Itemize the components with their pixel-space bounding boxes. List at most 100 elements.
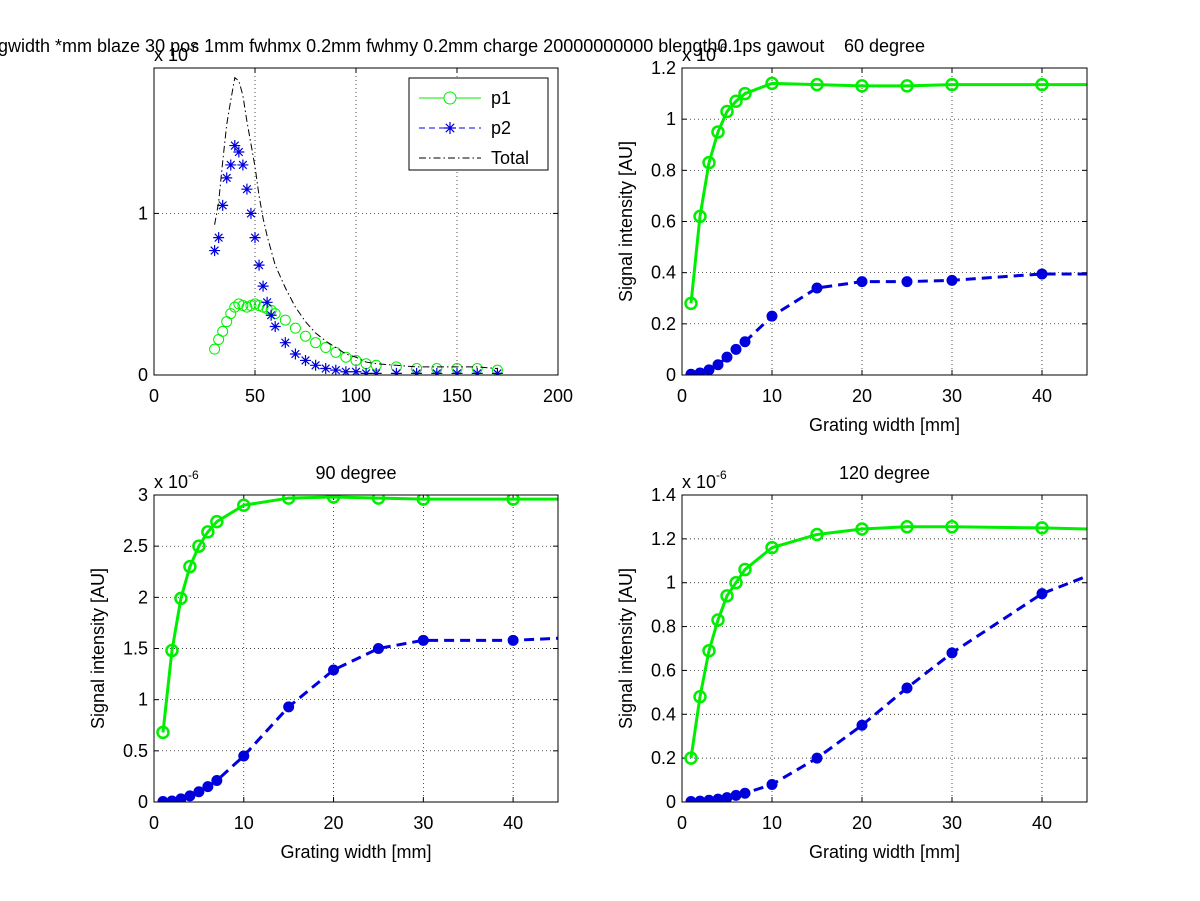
chart-panel-3: 0 10 20 30 40 0 0.5 1 1.5 2 2.5 3 Grating width [mm]…: [88, 463, 559, 862]
x-tick-label: 50: [245, 386, 265, 406]
series-p2-point: [372, 643, 384, 654]
y-axis-label: Signal intensity [AU]: [88, 568, 108, 729]
series-p1-point: [945, 520, 959, 534]
series-p2-point: [856, 719, 868, 731]
series-p1-point: [210, 514, 224, 529]
series-p2-point: [856, 276, 868, 288]
y-tick-label: 0.8: [651, 617, 676, 637]
series-p1-point: [174, 591, 188, 606]
y-tick-label: 1: [138, 203, 148, 223]
series-p1-point: [729, 575, 743, 590]
x-tick-label: 0: [149, 386, 159, 406]
series-p1-point: [702, 155, 716, 170]
y-tick-label: 2: [138, 587, 148, 607]
series-p1-point: [810, 77, 824, 92]
series-p2-point: [202, 781, 214, 793]
series-p1-point: [765, 76, 779, 91]
series-p1-point: [340, 351, 352, 363]
x-tick-label: 10: [762, 813, 782, 833]
y-tick-label: 3: [138, 485, 148, 505]
series-p1-point: [693, 209, 707, 224]
y-tick-label: 1.4: [651, 485, 676, 505]
series-p1-point: [310, 337, 322, 349]
series-p2-point: [417, 634, 429, 646]
x-tick-label: 30: [942, 813, 962, 833]
plot-series-group: [684, 520, 1087, 802]
series-p1-point: [684, 296, 698, 311]
x-tick-label: 200: [543, 386, 573, 406]
series-p1-point: [810, 527, 824, 542]
series-p1-point: [738, 86, 752, 101]
series-p2-point: [229, 140, 241, 152]
series-p2-point: [1036, 588, 1048, 600]
panel-title: 120 degree: [839, 463, 930, 483]
series-p2-point: [766, 778, 778, 790]
series-p2-point: [694, 367, 706, 375]
series-p2-point: [721, 351, 733, 363]
legend-p1-label: p1: [491, 88, 511, 108]
y-tick-label: 0.8: [651, 160, 676, 180]
x-tick-label: 10: [234, 813, 254, 833]
series-p2-point: [241, 183, 253, 195]
series-p2-point: [721, 792, 733, 802]
series-p1-point: [371, 495, 386, 505]
x-axis-label: Grating width [mm]: [280, 842, 431, 862]
series-p2-point: [350, 366, 362, 375]
series-p1-point: [165, 643, 179, 658]
series-p2-point: [257, 280, 269, 292]
series-p1-point: [855, 79, 869, 93]
x-axis-label: Grating width [mm]: [809, 415, 960, 435]
series-p2-point: [946, 647, 958, 659]
series-p1-point: [156, 725, 170, 740]
y-axis-label: Signal intensity [AU]: [616, 568, 636, 729]
series-p2-point: [238, 750, 250, 762]
series-p2-point: [712, 359, 724, 371]
y-tick-label: 2.5: [123, 536, 148, 556]
series-p1-point: [225, 308, 237, 320]
y-tick-label: 0: [666, 792, 676, 812]
series-p2-point: [730, 789, 742, 801]
series-p1-point: [281, 495, 296, 505]
series-p1-point: [320, 342, 332, 354]
x-tick-label: 40: [1032, 386, 1052, 406]
series-p1-point: [491, 364, 503, 375]
series-p1-point: [229, 301, 241, 313]
y-tick-label: 0.6: [651, 212, 676, 232]
y-exponent-label: x 10-6: [154, 41, 199, 65]
y-tick-label: 0: [138, 792, 148, 812]
series-p2-point: [213, 232, 225, 244]
axes-frame: [681, 494, 1088, 803]
series-p1-point: [855, 522, 869, 536]
x-tick-label: 40: [1032, 813, 1052, 833]
series-p2-point: [330, 364, 342, 375]
x-tick-label: 20: [324, 813, 344, 833]
series-total-line: [214, 76, 498, 370]
series-p1-point: [201, 525, 215, 539]
plot-area: [682, 495, 1087, 802]
x-tick-label: 0: [677, 386, 687, 406]
legend-box: [408, 77, 549, 171]
axes-frame: [681, 67, 1088, 376]
y-tick-label: 1.5: [123, 639, 148, 659]
series-p1-point: [738, 562, 752, 577]
x-tick-label: 20: [852, 813, 872, 833]
y-exponent-label: x 10-6: [154, 468, 199, 492]
y-tick-label: 0.4: [651, 704, 676, 724]
series-p2-point: [249, 232, 261, 244]
y-tick-label: 0.6: [651, 660, 676, 680]
series-p2-point: [694, 795, 706, 802]
chart-panel-2: 0 10 20 30 40 0 0.2 0.4 0.6 0.8 1 1.2 Grating width …: [616, 36, 1088, 435]
series-p2-point: [712, 793, 724, 802]
series-p1-point: [900, 79, 914, 93]
series-p2-point: [253, 259, 265, 271]
legend-total-label: Total: [491, 148, 529, 168]
series-p2-point: [269, 321, 281, 333]
series-p2-point: [739, 787, 751, 799]
series-p2-point: [166, 795, 178, 802]
legend-p2-marker: [444, 122, 456, 134]
x-axis-label: Grating width [mm]: [809, 842, 960, 862]
series-p1-point: [1035, 77, 1049, 92]
x-tick-label: 30: [942, 386, 962, 406]
series-p1-point: [237, 498, 251, 512]
chart-panel-1: 0 50 100 150 200 0 1 x 10-6 p1 p2 Total: [138, 41, 573, 406]
